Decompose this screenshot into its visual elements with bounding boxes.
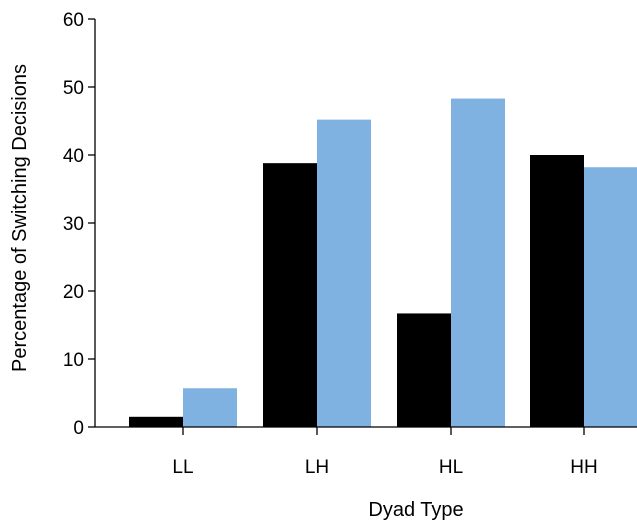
bar-hh-series-2 [584,167,637,428]
y-axis-title: Percentage of Switching Decisions [9,64,31,372]
y-tick-label: 30 [63,214,84,235]
bars-group [129,98,637,428]
bar-lh-series-1 [263,163,317,427]
y-tick-label: 40 [63,146,84,167]
x-ticks-group: LL LH HL HH [172,427,598,478]
bar-hh-series-1 [530,155,584,427]
bar-hl-series-2 [451,98,505,427]
y-tick-label: 20 [63,282,84,303]
bar-lh-series-2 [317,119,371,427]
bar-ll-series-1 [129,416,183,427]
y-tick-label: 50 [63,78,84,99]
x-tick-label-lh: LH [305,457,329,478]
bar-ll-series-2 [183,388,237,427]
y-tick-label: 60 [63,10,84,31]
y-tick-label: 10 [63,350,84,371]
x-axis-title: Dyad Type [368,499,463,521]
x-tick-label-hl: HL [439,457,463,478]
x-tick-label-hh: HH [570,457,597,478]
x-tick-label-ll: LL [172,457,193,478]
y-ticks-group: 0 10 20 30 40 50 60 [63,10,95,439]
y-tick-label: 0 [73,418,84,439]
bar-hl-series-1 [397,313,451,427]
